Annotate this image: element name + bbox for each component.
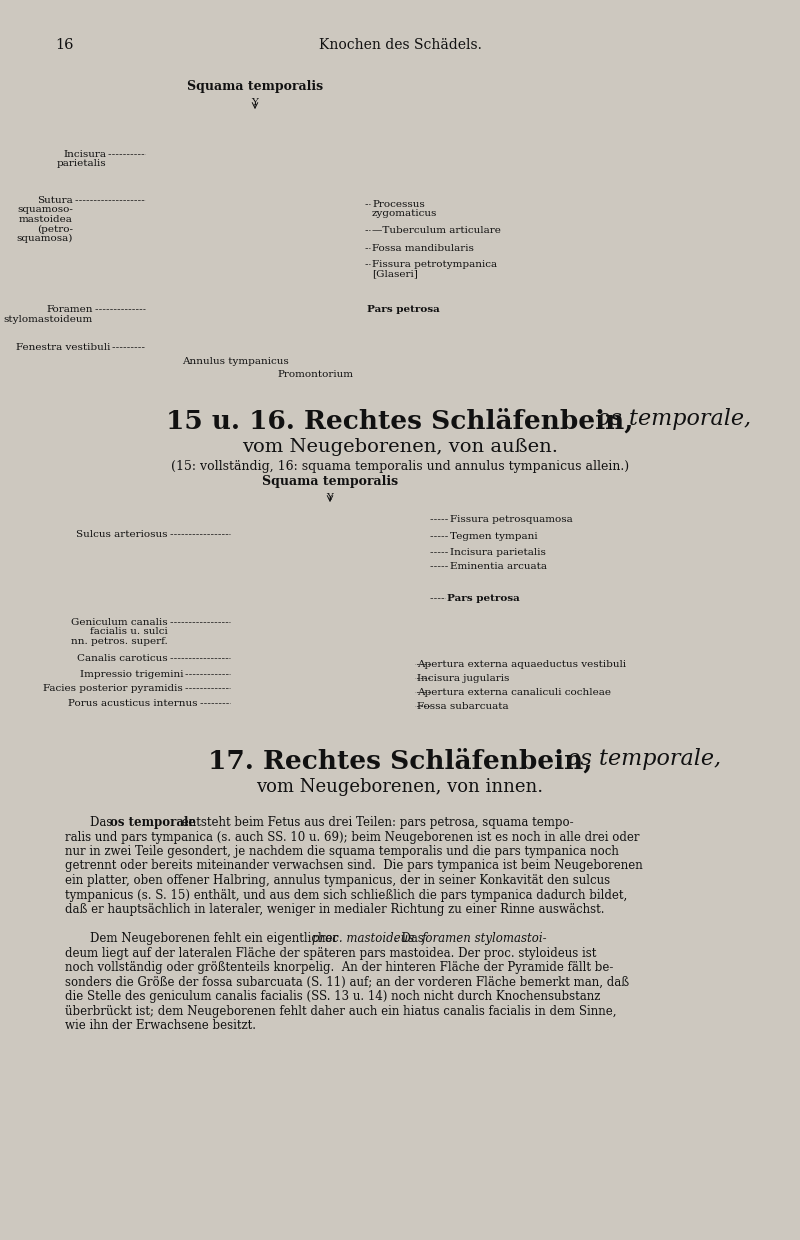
Text: 17. Rechtes Schläfenbein,: 17. Rechtes Schläfenbein, (208, 748, 592, 774)
Text: Knochen des Schädels.: Knochen des Schädels. (318, 38, 482, 52)
Text: Annulus tympanicus: Annulus tympanicus (182, 357, 288, 366)
Text: Foramen: Foramen (46, 305, 93, 314)
Text: ein platter, oben offener Halbring, annulus tympanicus, der in seiner Konkavität: ein platter, oben offener Halbring, annu… (65, 874, 610, 887)
Text: Incisura jugularis: Incisura jugularis (417, 675, 510, 683)
Text: 15 u. 16. Rechtes Schläfenbein,: 15 u. 16. Rechtes Schläfenbein, (166, 408, 634, 434)
Text: Canalis caroticus: Canalis caroticus (78, 653, 168, 663)
Text: Dem Neugeborenen fehlt ein eigentlicher: Dem Neugeborenen fehlt ein eigentlicher (90, 932, 342, 945)
Text: [Glaseri]: [Glaseri] (372, 269, 418, 279)
Text: . Das: . Das (394, 932, 428, 945)
Text: getrennt oder bereits miteinander verwachsen sind.  Die pars tympanica ist beim : getrennt oder bereits miteinander verwac… (65, 859, 642, 873)
Text: Fissura petrosquamosa: Fissura petrosquamosa (450, 515, 573, 525)
Text: vom Neugeborenen, von außen.: vom Neugeborenen, von außen. (242, 438, 558, 456)
Text: squamoso-: squamoso- (17, 206, 73, 215)
Text: Squama temporalis: Squama temporalis (262, 475, 398, 489)
Text: Apertura externa aquaeductus vestibuli: Apertura externa aquaeductus vestibuli (417, 660, 626, 670)
Text: os temporale,: os temporale, (590, 408, 751, 430)
Text: squamosa): squamosa) (17, 234, 73, 243)
Text: Pars petrosa: Pars petrosa (447, 594, 520, 603)
Text: (15: vollständig, 16: squama temporalis und annulus tympanicus allein.): (15: vollständig, 16: squama temporalis … (171, 460, 629, 472)
Text: 16: 16 (55, 38, 74, 52)
Text: Impressio trigemini: Impressio trigemini (79, 670, 183, 680)
Text: ralis und pars tympanica (s. auch SS. 10 u. 69); beim Neugeborenen ist es noch i: ralis und pars tympanica (s. auch SS. 10… (65, 831, 639, 843)
Text: vom Neugeborenen, von innen.: vom Neugeborenen, von innen. (257, 777, 543, 796)
Text: überbrückt ist; dem Neugeborenen fehlt daher auch ein hiatus canalis facialis in: überbrückt ist; dem Neugeborenen fehlt d… (65, 1004, 617, 1018)
Text: Eminentia arcuata: Eminentia arcuata (450, 562, 547, 570)
Text: sonders die Größe der fossa subarcuata (S. 11) auf; an der vorderen Fläche bemer: sonders die Größe der fossa subarcuata (… (65, 976, 629, 988)
Text: wie ihn der Erwachsene besitzt.: wie ihn der Erwachsene besitzt. (65, 1019, 256, 1032)
Text: Fenestra vestibuli: Fenestra vestibuli (16, 343, 110, 352)
Text: deum liegt auf der lateralen Fläche der späteren pars mastoidea. Der proc. stylo: deum liegt auf der lateralen Fläche der … (65, 946, 596, 960)
Text: Das: Das (90, 816, 116, 830)
Text: Incisura: Incisura (63, 150, 106, 159)
Text: parietalis: parietalis (56, 160, 106, 169)
Text: —Tuberculum articulare: —Tuberculum articulare (372, 226, 501, 236)
Text: Pars petrosa: Pars petrosa (367, 305, 440, 314)
Text: Apertura externa canaliculi cochleae: Apertura externa canaliculi cochleae (417, 688, 611, 697)
Text: stylomastoideum: stylomastoideum (4, 315, 93, 324)
Text: facialis u. sulci: facialis u. sulci (90, 627, 168, 636)
Text: daß er hauptsächlich in lateraler, weniger in medialer Richtung zu einer Rinne a: daß er hauptsächlich in lateraler, wenig… (65, 903, 605, 916)
Text: (petro-: (petro- (37, 224, 73, 233)
Text: Fossa mandibularis: Fossa mandibularis (372, 244, 474, 253)
Text: entsteht beim Fetus aus drei Teilen: pars petrosa, squama tempo-: entsteht beim Fetus aus drei Teilen: par… (178, 816, 574, 830)
Text: Y: Y (251, 98, 258, 107)
Text: Processus: Processus (372, 200, 425, 210)
Text: Y: Y (326, 494, 334, 502)
Text: noch vollständig oder größtenteils knorpelig.  An der hinteren Fläche der Pyrami: noch vollständig oder größtenteils knorp… (65, 961, 614, 973)
Text: Sulcus arteriosus: Sulcus arteriosus (77, 529, 168, 539)
Text: Fossa subarcuata: Fossa subarcuata (417, 702, 509, 711)
Text: foramen stylomastoi-: foramen stylomastoi- (422, 932, 548, 945)
Text: die Stelle des geniculum canalis facialis (SS. 13 u. 14) noch nicht durch Knoche: die Stelle des geniculum canalis faciali… (65, 990, 600, 1003)
Text: os temporale,: os temporale, (560, 748, 721, 770)
Text: mastoidea: mastoidea (19, 215, 73, 224)
Text: Geniculum canalis: Geniculum canalis (71, 618, 168, 627)
Text: Promontorium: Promontorium (277, 370, 353, 379)
Text: Fissura petrotympanica: Fissura petrotympanica (372, 260, 497, 269)
Text: Porus acusticus internus: Porus acusticus internus (69, 699, 198, 708)
Text: nur in zwei Teile gesondert, je nachdem die squama temporalis und die pars tympa: nur in zwei Teile gesondert, je nachdem … (65, 844, 619, 858)
Text: tympanicus (s. S. 15) enthält, und aus dem sich schließlich die pars tympanica d: tympanicus (s. S. 15) enthält, und aus d… (65, 889, 627, 901)
Text: Incisura parietalis: Incisura parietalis (450, 548, 546, 557)
Text: Squama temporalis: Squama temporalis (187, 81, 323, 93)
Text: nn. petros. superf.: nn. petros. superf. (71, 637, 168, 646)
Text: Tegmen tympani: Tegmen tympani (450, 532, 538, 541)
Text: zygomaticus: zygomaticus (372, 210, 438, 218)
Text: Facies posterior pyramidis: Facies posterior pyramidis (43, 684, 183, 693)
Text: os temporale: os temporale (110, 816, 196, 830)
Text: proc. mastoideus: proc. mastoideus (312, 932, 414, 945)
Text: Sutura: Sutura (38, 196, 73, 205)
